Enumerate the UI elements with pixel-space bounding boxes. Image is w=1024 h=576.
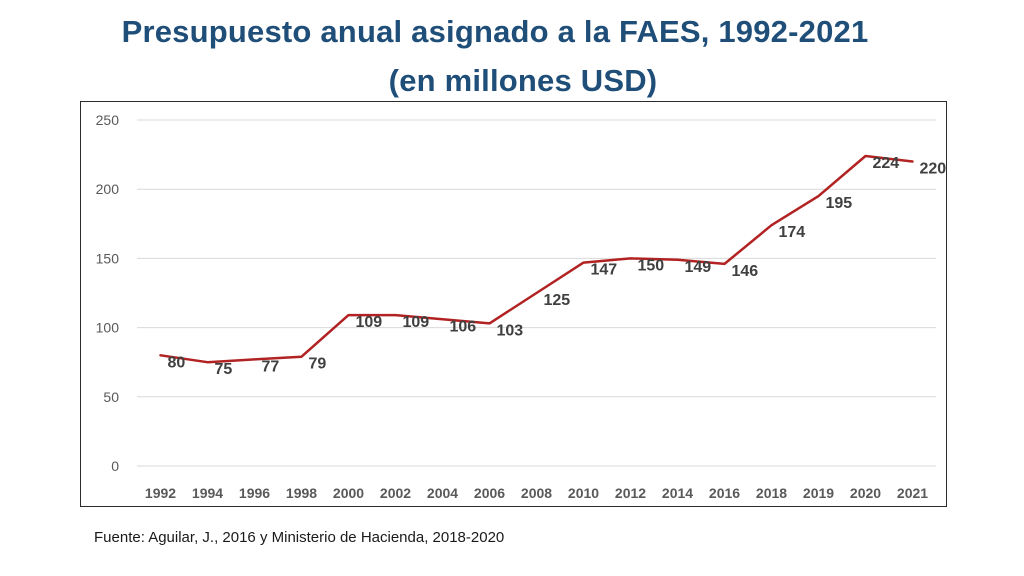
data-label: 106 — [450, 318, 477, 335]
y-tick-label: 100 — [96, 320, 120, 336]
data-point — [864, 154, 868, 158]
data-label: 195 — [826, 195, 853, 212]
x-tick-label: 2016 — [709, 485, 740, 501]
data-label: 146 — [732, 263, 759, 280]
data-point — [253, 357, 257, 361]
x-tick-label: 2002 — [380, 485, 411, 501]
data-point — [911, 160, 915, 164]
data-label: 220 — [920, 161, 947, 178]
data-label: 79 — [309, 356, 327, 373]
x-tick-label: 1996 — [239, 485, 270, 501]
series-line-group — [159, 154, 915, 364]
chart-subtitle: (en millones USD) — [388, 63, 658, 98]
x-tick-label: 2020 — [850, 485, 881, 501]
x-tick-label: 2019 — [803, 485, 834, 501]
data-label: 75 — [215, 361, 233, 378]
data-point — [535, 291, 539, 295]
x-tick-label: 1994 — [192, 485, 223, 501]
x-tick-label: 2000 — [333, 485, 364, 501]
data-label: 174 — [779, 224, 806, 241]
data-label: 109 — [403, 314, 430, 331]
data-label: 80 — [168, 354, 186, 371]
line-chart: 0 50 100 150 200 250 1992 1994 1996 1998 2000 2002… — [96, 112, 947, 501]
x-tick-label: 1992 — [145, 485, 176, 501]
data-point — [488, 321, 492, 325]
data-label: 224 — [873, 155, 900, 172]
y-tick-label: 200 — [96, 181, 120, 197]
y-axis-ticks: 0 50 100 150 200 250 — [96, 112, 120, 474]
y-tick-label: 50 — [103, 389, 119, 405]
data-point — [817, 194, 821, 198]
y-tick-label: 150 — [96, 250, 120, 266]
data-label: 109 — [356, 314, 383, 331]
data-point — [629, 256, 633, 260]
x-tick-label: 2014 — [662, 485, 693, 501]
data-point — [770, 223, 774, 227]
gridlines — [137, 119, 936, 467]
data-label: 147 — [591, 262, 618, 279]
data-point — [394, 313, 398, 317]
x-tick-label: 2006 — [474, 485, 505, 501]
data-point — [159, 353, 163, 357]
data-label: 150 — [638, 257, 665, 274]
x-tick-label: 1998 — [286, 485, 317, 501]
x-tick-label: 2004 — [427, 485, 458, 501]
x-axis-ticks: 1992 1994 1996 1998 2000 2002 2004 2006 2008 2010… — [145, 485, 928, 501]
x-tick-label: 2012 — [615, 485, 646, 501]
data-point — [300, 355, 304, 359]
data-point — [441, 317, 445, 321]
data-point — [723, 262, 727, 266]
x-tick-label: 2021 — [897, 485, 928, 501]
y-tick-label: 250 — [96, 112, 120, 128]
data-label: 77 — [262, 358, 280, 375]
source-note: Fuente: Aguilar, J., 2016 y Ministerio d… — [94, 529, 505, 546]
x-tick-label: 2008 — [521, 485, 552, 501]
data-label: 149 — [685, 259, 712, 276]
data-point — [206, 360, 210, 364]
chart-area: 0 50 100 150 200 250 1992 1994 1996 1998 2000 2002… — [80, 101, 947, 507]
x-tick-label: 2010 — [568, 485, 599, 501]
y-tick-label: 0 — [111, 458, 119, 474]
x-tick-label: 2018 — [756, 485, 787, 501]
data-labels: 80 75 77 79 109 109 106 103 125 147 150 149 146 174 19… — [168, 155, 947, 378]
chart-title: Presupuesto anual asignado a la FAES, 19… — [121, 14, 869, 49]
data-point — [676, 258, 680, 262]
data-point — [582, 261, 586, 265]
data-point — [347, 313, 351, 317]
series-line — [159, 154, 914, 364]
data-label: 103 — [497, 322, 524, 339]
data-label: 125 — [544, 292, 571, 309]
